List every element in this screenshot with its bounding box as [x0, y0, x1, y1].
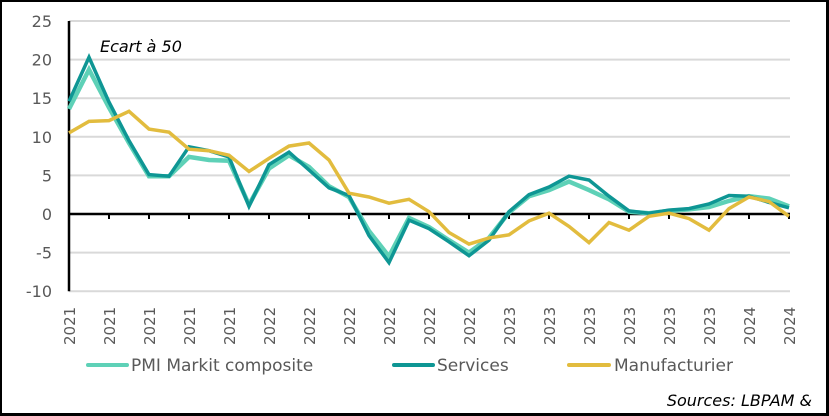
x-tick-label: 2023	[661, 307, 679, 345]
series-lines	[66, 53, 791, 266]
y-tick-label: 20	[32, 51, 52, 70]
y-tick-label: 0	[42, 205, 52, 224]
y-tick-label: -5	[36, 244, 52, 263]
y-tick-label: 25	[32, 12, 52, 31]
y-tick-label: -10	[26, 282, 52, 301]
gridlines	[69, 20, 790, 293]
axes	[67, 21, 790, 292]
x-tick-label: 2021	[141, 307, 159, 345]
x-tick-label: 2021	[221, 307, 239, 345]
source-note: Sources: LBPAM &	[667, 391, 812, 410]
x-tick-label: 2022	[421, 307, 439, 345]
series-line-services	[67, 53, 790, 266]
x-tick-label: 2024	[781, 307, 799, 345]
x-tick-label: 2023	[501, 307, 519, 345]
x-tick-label: 2022	[461, 307, 479, 345]
y-tick-label: 15	[32, 89, 52, 108]
x-tick-label: 2021	[181, 307, 199, 345]
x-tick-label: 2022	[381, 307, 399, 345]
x-tick-label: 2023	[581, 307, 599, 345]
legend: PMI Markit composite Services Manufactur…	[86, 356, 733, 376]
x-tick-label: 2021	[61, 307, 79, 345]
y-axis-ticks: 25 20 15 10 5 0 -5 -10	[26, 12, 52, 301]
y-tick-label: 5	[42, 166, 52, 185]
x-tick-label: 2022	[301, 307, 319, 345]
x-tick-label: 2022	[341, 307, 359, 345]
x-tick-label: 2023	[621, 307, 639, 345]
legend-label-services: Services	[437, 356, 509, 376]
x-tick-label: 2022	[261, 307, 279, 345]
legend-label-composite: PMI Markit composite	[131, 356, 313, 376]
x-tick-label: 2021	[101, 307, 119, 345]
y-tick-label: 10	[32, 128, 52, 147]
x-tick-label: 2023	[541, 307, 559, 345]
x-axis-ticks: 2021 2021 2021 2021 2021 2022 2022 2022 2022 2022…	[61, 307, 799, 345]
legend-label-manufacturier: Manufacturier	[614, 356, 733, 376]
x-tick-label: 2024	[741, 307, 759, 345]
series-line-manufacturier	[68, 109, 791, 246]
x-tick-label: 2023	[701, 307, 719, 345]
chart-annotation: Ecart à 50	[100, 37, 182, 56]
